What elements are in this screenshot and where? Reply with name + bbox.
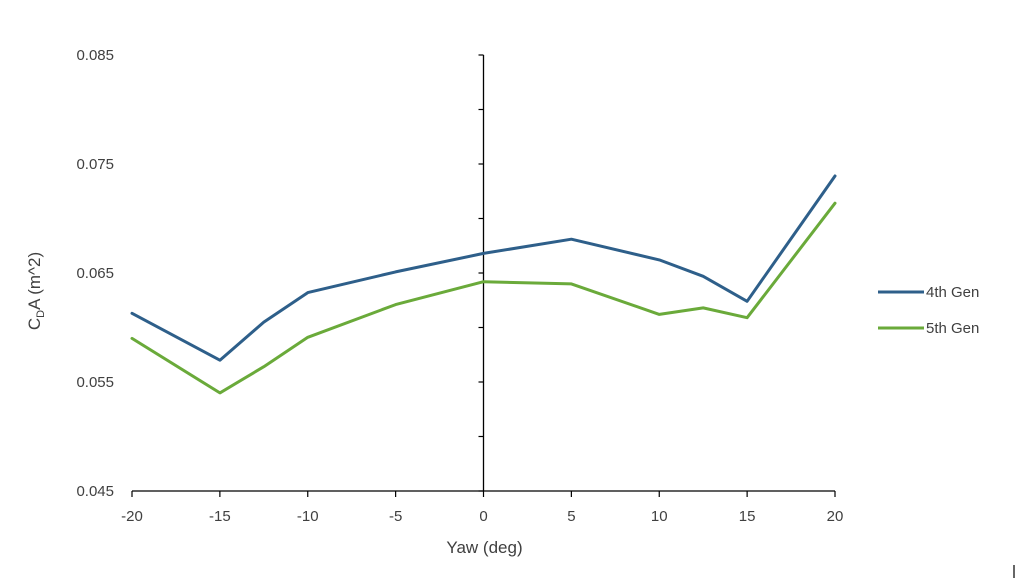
x-tick-label: 15	[739, 508, 756, 525]
x-tick-label: -20	[121, 508, 143, 525]
y-tick-labels: 0.045 0.055 0.065 0.075 0.085	[76, 47, 114, 500]
x-tick-label: 0	[479, 508, 487, 525]
legend-label: 5th Gen	[926, 320, 979, 337]
y-axis-title-suffix: A (m^2)	[25, 252, 44, 310]
series-lines	[130, 174, 837, 395]
x-tick-label: -10	[297, 508, 319, 525]
x-tick-label: 20	[827, 508, 844, 525]
x-axis-title: Yaw (deg)	[446, 538, 522, 557]
y-axis-title-subscript: D	[35, 310, 47, 318]
y-axis-title: CDA (m^2)	[25, 252, 47, 330]
x-tick-label: -5	[389, 508, 402, 525]
y-axis-title-prefix: C	[25, 318, 44, 330]
legend-label: 4th Gen	[926, 284, 979, 301]
y-tick-label: 0.055	[76, 374, 114, 391]
axes	[131, 54, 836, 497]
y-tick-label: 0.075	[76, 156, 114, 173]
x-tick-label: 10	[651, 508, 668, 525]
x-tick-label: 5	[567, 508, 575, 525]
y-tick-label: 0.045	[76, 483, 114, 500]
y-tick-label: 0.065	[76, 265, 114, 282]
legend: 4th Gen 5th Gen	[878, 284, 979, 337]
series-line-1	[130, 174, 837, 362]
x-tick-labels: -20 -15 -10 -5 0 5 10 15 20	[121, 508, 843, 525]
x-tick-label: -15	[209, 508, 231, 525]
series-line-2	[130, 201, 837, 395]
y-tick-label: 0.085	[76, 47, 114, 64]
